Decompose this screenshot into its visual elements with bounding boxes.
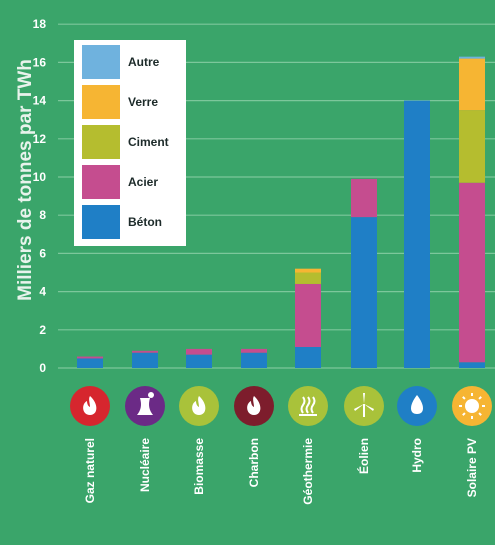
y-tick-label: 4 (39, 285, 46, 299)
bar-segment (132, 352, 158, 368)
x-category-label: Biomasse (192, 438, 206, 495)
y-axis-label: Milliers de tonnes par TWh (15, 59, 36, 301)
wind-turbine-icon (344, 386, 384, 426)
x-category-label: Hydro (410, 438, 424, 473)
bar-segment (459, 362, 485, 368)
bar-segment (241, 352, 267, 368)
y-axis-ticks: 0 2 4 6 8 10 12 14 16 18 (33, 17, 47, 375)
geothermal-icon (288, 386, 328, 426)
legend-label: Verre (128, 95, 158, 109)
legend-label: Autre (128, 55, 160, 69)
legend-swatch (82, 165, 120, 199)
bar-segment (132, 350, 158, 353)
bar-segment (77, 356, 103, 359)
bar-segment (77, 358, 103, 368)
bar-segment (459, 182, 485, 363)
x-category-label: Géothermie (301, 438, 315, 505)
x-category-label: Gaz naturel (83, 438, 97, 503)
legend-label: Ciment (128, 135, 169, 149)
bars (77, 56, 485, 368)
x-category-label: Nucléaire (138, 438, 152, 492)
x-category-label: Solaire PV (465, 438, 479, 497)
y-tick-label: 2 (39, 323, 46, 337)
bar-segment (295, 283, 321, 347)
legend-swatch (82, 45, 120, 79)
bar-segment (351, 217, 377, 368)
bar-segment (459, 58, 485, 111)
legend-swatch (82, 125, 120, 159)
x-category-label: Éolien (356, 438, 371, 474)
legend-swatch (82, 85, 120, 119)
x-axis-categories: Gaz naturel Nucléaire Biomasse Charbon Géoth… (70, 386, 492, 505)
y-tick-label: 12 (33, 132, 47, 146)
bar-segment (351, 178, 377, 218)
legend-label: Béton (128, 215, 162, 229)
x-category-label: Charbon (247, 438, 261, 487)
legend-swatch (82, 205, 120, 239)
bar-segment (186, 348, 212, 355)
bar-segment (295, 272, 321, 284)
y-tick-label: 18 (33, 17, 47, 31)
bar-segment (459, 110, 485, 183)
bar-segment (295, 268, 321, 273)
bar-segment (404, 100, 430, 368)
flame-icon (234, 386, 274, 426)
bar-segment (459, 56, 485, 59)
flame-icon (179, 386, 219, 426)
y-tick-label: 10 (33, 170, 47, 184)
bar-segment (241, 348, 267, 353)
bar-segment (295, 346, 321, 368)
water-drop-icon (397, 386, 437, 426)
legend-label: Acier (128, 175, 158, 189)
bar-segment (186, 354, 212, 368)
y-tick-label: 0 (39, 361, 46, 375)
y-tick-label: 14 (33, 94, 47, 108)
y-tick-label: 8 (39, 208, 46, 222)
flame-icon (70, 386, 110, 426)
y-tick-label: 6 (39, 246, 46, 260)
cooling-tower-icon (125, 386, 165, 426)
legend: Autre Verre Ciment Acier Béton (74, 40, 186, 246)
sun-icon (452, 386, 492, 426)
y-tick-label: 16 (33, 55, 47, 69)
